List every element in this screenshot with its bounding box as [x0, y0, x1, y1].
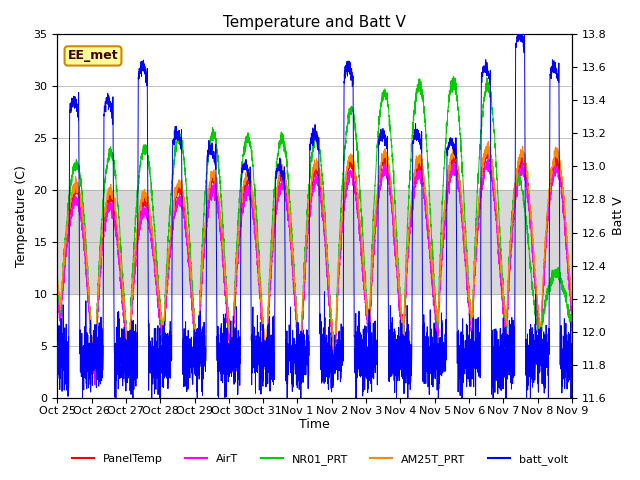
Title: Temperature and Batt V: Temperature and Batt V — [223, 15, 406, 30]
Y-axis label: Temperature (C): Temperature (C) — [15, 165, 28, 267]
X-axis label: Time: Time — [300, 419, 330, 432]
Legend: PanelTemp, AirT, NR01_PRT, AM25T_PRT, batt_volt: PanelTemp, AirT, NR01_PRT, AM25T_PRT, ba… — [68, 450, 572, 469]
Text: EE_met: EE_met — [68, 49, 118, 62]
Bar — [58, 190, 572, 294]
Y-axis label: Batt V: Batt V — [612, 197, 625, 235]
